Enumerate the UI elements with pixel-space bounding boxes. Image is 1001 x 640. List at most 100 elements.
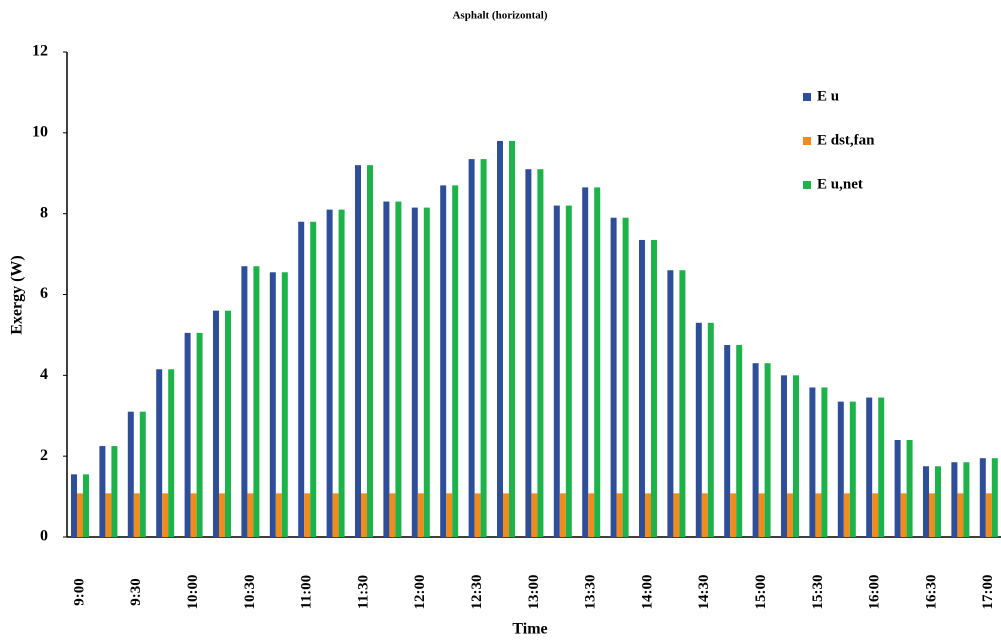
legend-label: E u [817,88,839,104]
bar [707,322,714,537]
legend-label: E u,net [817,176,863,192]
bar [452,185,459,537]
bar [695,322,702,537]
x-tick-label: 10:00 [185,575,201,610]
bar [247,493,254,537]
bar [582,187,589,538]
bar [837,401,844,537]
bar [878,397,885,537]
x-tick-label: 11:30 [355,575,371,609]
legend-label: E dst,fan [817,132,875,148]
bar [991,458,998,537]
bar [310,221,317,537]
y-tick-label: 6 [40,285,48,302]
bar [269,272,276,537]
bar [815,493,822,537]
x-tick-label: 10:30 [242,575,258,610]
x-tick-label: 9:30 [128,578,144,606]
bar [531,493,538,537]
bar [821,387,828,537]
x-tick-label: 16:00 [867,575,883,610]
bar [935,466,941,537]
x-tick-label: 12:30 [469,575,485,610]
bar [225,310,231,537]
bar [497,140,503,537]
bar [957,493,964,537]
x-tick-label: 12:00 [412,575,428,610]
bar [83,474,89,537]
bar [525,169,532,538]
bar [951,462,958,537]
bar [326,209,333,537]
bar [645,493,651,537]
bar [985,493,992,537]
bar [423,207,430,537]
bar [133,493,140,537]
bar [298,221,305,537]
bar [241,266,248,537]
y-tick-label: 10 [32,124,48,141]
bar [338,209,345,537]
bar [156,369,163,537]
bar [553,205,560,538]
bar [565,205,572,538]
x-tick-label: 13:30 [583,575,599,610]
bar [537,169,544,538]
bar [594,187,601,538]
x-tick-label: 14:00 [639,575,655,610]
y-tick-label: 8 [40,204,48,221]
bar [474,493,481,537]
bar [361,493,367,537]
bar [281,272,288,537]
bar [679,270,686,537]
bar [417,493,424,537]
bar [99,446,106,537]
bar [275,493,282,537]
bar [184,332,191,537]
y-tick-label: 12 [32,43,48,60]
bar [332,493,339,537]
bar [162,493,169,537]
bar [111,446,118,537]
y-tick-label: 0 [40,528,48,545]
x-tick-label: 14:30 [696,575,712,610]
bar [793,375,799,537]
bar [667,270,674,537]
bar [509,140,515,537]
bar [979,458,986,537]
bar [963,462,970,537]
bar [724,345,731,537]
bar [411,207,418,537]
x-tick-label: 16:30 [923,575,939,610]
bar [736,345,743,537]
bar [894,440,901,537]
y-tick-label: 4 [40,366,48,383]
bar [190,493,197,537]
bar [929,493,935,537]
legend-swatch [803,93,811,101]
x-tick-label: 9:00 [71,578,87,606]
bar [900,493,907,537]
bar [651,239,657,537]
bar [440,185,447,537]
bar [213,310,219,537]
bar [446,493,453,537]
y-axis-label: Exergy (W) [9,255,26,335]
x-tick-label: 11:00 [299,575,315,609]
bar [389,493,396,537]
x-tick-label: 17:00 [980,575,996,610]
x-tick-label: 13:00 [526,575,542,610]
bar [71,474,77,537]
bar [196,332,203,537]
bar [701,493,708,537]
bar [105,493,112,537]
bar [787,493,793,537]
bar [758,493,765,537]
bar [906,440,913,537]
x-tick-label: 15:00 [753,575,769,610]
bar [77,493,83,537]
bar [730,493,737,537]
legend-swatch [803,181,811,189]
bar [468,159,475,537]
